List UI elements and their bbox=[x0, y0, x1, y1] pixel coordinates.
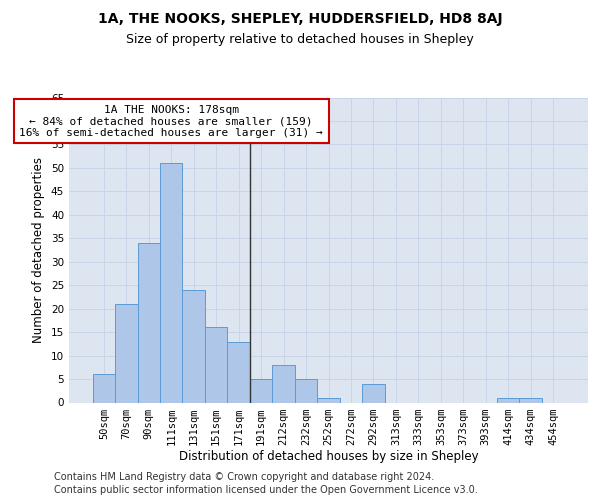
Bar bbox=[115, 304, 137, 402]
Bar bbox=[92, 374, 115, 402]
Bar bbox=[317, 398, 340, 402]
Bar bbox=[497, 398, 520, 402]
Text: 1A THE NOOKS: 178sqm
← 84% of detached houses are smaller (159)
16% of semi-deta: 1A THE NOOKS: 178sqm ← 84% of detached h… bbox=[19, 104, 323, 138]
Bar bbox=[520, 398, 542, 402]
Text: 1A, THE NOOKS, SHEPLEY, HUDDERSFIELD, HD8 8AJ: 1A, THE NOOKS, SHEPLEY, HUDDERSFIELD, HD… bbox=[98, 12, 502, 26]
Bar bbox=[182, 290, 205, 403]
Text: Contains HM Land Registry data © Crown copyright and database right 2024.: Contains HM Land Registry data © Crown c… bbox=[54, 472, 434, 482]
Bar bbox=[272, 365, 295, 403]
Text: Size of property relative to detached houses in Shepley: Size of property relative to detached ho… bbox=[126, 32, 474, 46]
Bar bbox=[227, 342, 250, 402]
Bar bbox=[362, 384, 385, 402]
X-axis label: Distribution of detached houses by size in Shepley: Distribution of detached houses by size … bbox=[179, 450, 478, 464]
Text: Contains public sector information licensed under the Open Government Licence v3: Contains public sector information licen… bbox=[54, 485, 478, 495]
Bar bbox=[160, 163, 182, 402]
Bar bbox=[295, 379, 317, 402]
Bar bbox=[250, 379, 272, 402]
Y-axis label: Number of detached properties: Number of detached properties bbox=[32, 157, 46, 343]
Bar bbox=[205, 328, 227, 402]
Bar bbox=[137, 243, 160, 402]
